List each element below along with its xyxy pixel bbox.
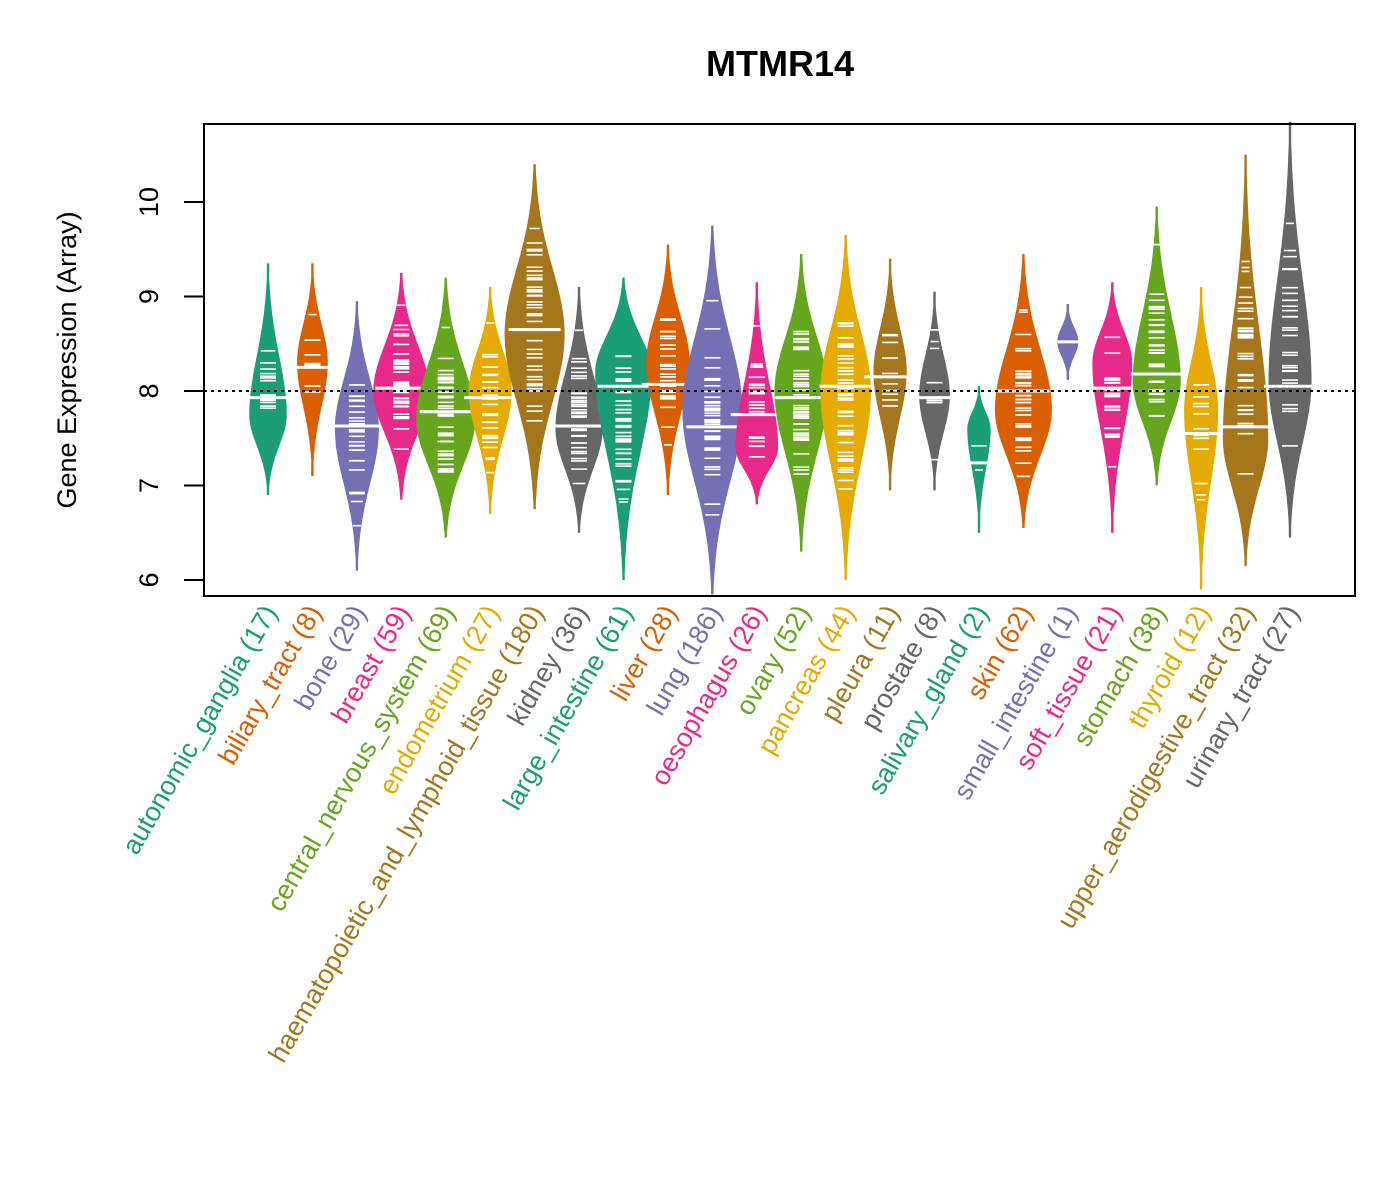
bean-breast: [373, 272, 430, 500]
y-tick-label: 6: [134, 572, 164, 587]
bean-pancreas: [819, 235, 872, 580]
bean-soft-tissue: [1086, 282, 1139, 533]
y-tick-label: 9: [134, 289, 164, 304]
bean-ovary: [774, 253, 828, 552]
bean-lung: [682, 225, 743, 595]
bean-urinary-tract: [1264, 121, 1316, 538]
y-tick-label: 7: [134, 478, 164, 493]
bean-pleura: [864, 258, 917, 491]
y-tick-label: 8: [134, 383, 164, 398]
bean-oesophagus: [730, 282, 783, 505]
y-axis: 6 7 8 9 10: [134, 187, 205, 588]
bean-autonomic-ganglia: [242, 263, 294, 495]
bean-bone: [330, 301, 383, 571]
bean-endometrium: [464, 287, 517, 514]
bean-kidney: [553, 287, 606, 533]
bean-small-intestine: [1041, 304, 1094, 380]
x-axis-labels: autonomic_ganglia (17)biliary_tract (8)b…: [116, 600, 1305, 1067]
bean-haematopoietic-and-lymphoid-tissue: [504, 164, 565, 510]
y-axis-label: Gene Expression (Array): [52, 211, 82, 508]
y-tick-label: 10: [134, 187, 164, 217]
bean-salivary-gland: [952, 386, 1005, 533]
chart-title: MTMR14: [706, 43, 854, 84]
bean-large-intestine: [595, 277, 652, 580]
bean-liver: [641, 244, 694, 495]
bean-biliary-tract: [286, 263, 339, 477]
bean-thyroid: [1175, 287, 1228, 590]
plot-frame: [203, 123, 1356, 597]
bean-upper-aerodigestive-tract: [1219, 154, 1272, 566]
beans-layer: [242, 121, 1316, 595]
bean-stomach: [1130, 206, 1183, 486]
bean-central-nervous-system: [416, 277, 476, 538]
